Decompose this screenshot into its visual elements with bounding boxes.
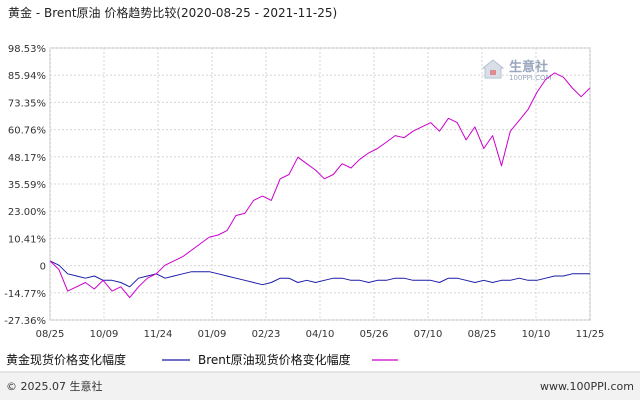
y-tick-label: 35.59% [8,180,46,191]
x-tick-label: 05/26 [360,329,389,340]
footer-bar [0,373,640,400]
legend-gold-label: 黄金现货价格变化幅度 [6,352,126,367]
y-tick-label: 60.76% [8,126,46,137]
x-tick-label: 11/24 [144,329,173,340]
brent-series-line [49,72,591,299]
house-logo-icon [481,59,505,79]
footer-url: www.100PPI.com [540,380,634,393]
y-tick-label: 85.94% [8,71,46,82]
series-lines [49,72,591,299]
house-logo-window-icon [490,70,496,75]
y-tick-label: 0 [40,262,46,273]
y-tick-label: 98.53% [8,44,46,55]
x-tick-label: 11/25 [576,329,605,340]
y-tick-label: 73.35% [8,98,46,109]
grid [49,47,591,321]
x-tick-label: 04/10 [306,329,335,340]
x-tick-label: 01/09 [198,329,227,340]
chart-title: 黄金 - Brent原油 价格趋势比较(2020-08-25 - 2021-11… [8,5,337,20]
watermark: 生意社 100PPI.COM [481,59,552,82]
y-tick-label: 10.41% [8,234,46,245]
x-tick-label: 08/25 [36,329,65,340]
y-tick-label: 48.17% [8,153,46,164]
legend-brent-label: Brent原油现货价格变化幅度 [198,352,351,367]
x-axis: 08/25 10/09 11/24 01/09 02/23 04/10 05/26 07/10… [36,329,605,340]
footer-copyright: © 2025.07 生意社 [6,379,102,393]
x-tick-label: 10/10 [522,329,551,340]
watermark-sub: 100PPI.COM [509,74,552,82]
y-axis: 98.53% 85.94% 73.35% 60.76% 48.17% 35.59% 23.0… [4,44,46,327]
x-tick-label: 08/25 [468,329,497,340]
x-tick-label: 07/10 [414,329,443,340]
y-tick-label: -14.77% [4,289,46,300]
x-tick-label: 10/09 [90,329,119,340]
legend: 黄金现货价格变化幅度 Brent原油现货价格变化幅度 [6,352,398,367]
watermark-name: 生意社 [509,59,548,75]
x-tick-label: 02/23 [252,329,281,340]
gold-series-line [49,260,590,288]
y-tick-label: 23.00% [8,207,46,218]
y-tick-label: -27.36% [4,316,46,327]
